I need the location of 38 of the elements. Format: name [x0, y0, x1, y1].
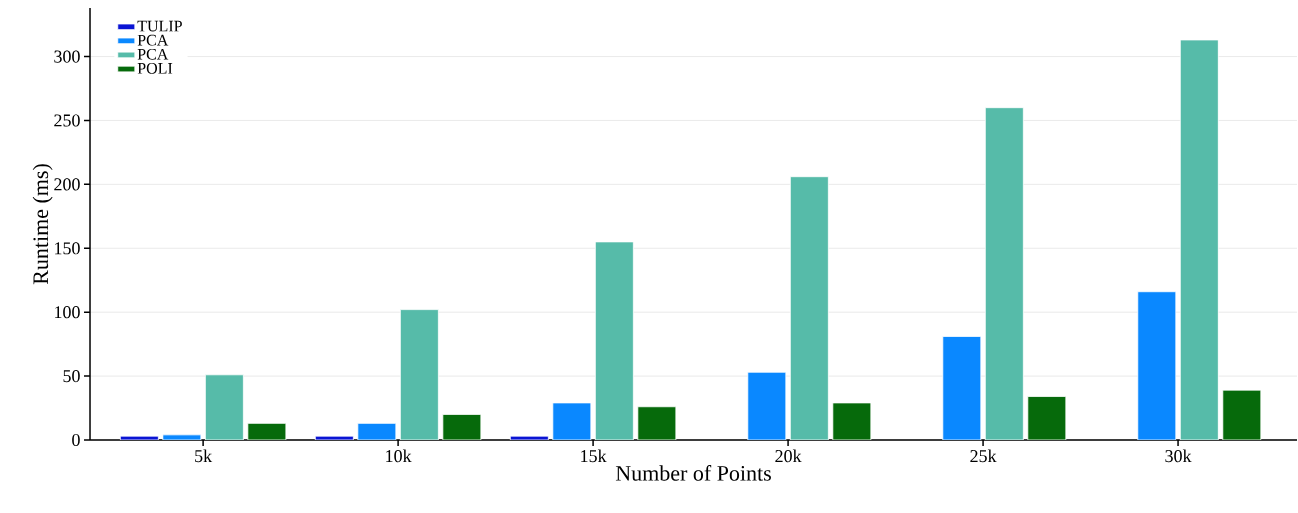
bar — [1222, 389, 1262, 440]
bar — [789, 176, 829, 440]
bar — [399, 309, 439, 440]
bar — [832, 402, 872, 440]
y-tick-label: 150 — [55, 242, 80, 255]
bar — [247, 422, 287, 440]
bar — [1137, 291, 1177, 440]
bar — [552, 402, 592, 440]
bar — [1027, 396, 1067, 440]
legend-label: TULIP — [137, 20, 182, 32]
bar — [747, 371, 787, 440]
y-tick-label: 100 — [55, 306, 80, 319]
bar — [637, 406, 677, 440]
x-tick-label: 20k — [775, 449, 802, 463]
x-tick-label: 15k — [581, 449, 607, 463]
x-axis-title: Number of Points — [615, 465, 771, 481]
y-tick-label: 250 — [54, 114, 80, 127]
y-tick-label: 50 — [63, 370, 80, 383]
bar — [1179, 39, 1219, 440]
y-axis-title: Runtime (ms) — [32, 164, 53, 285]
bar — [509, 435, 549, 440]
x-tick-label: 25k — [970, 449, 997, 463]
y-tick-label: 300 — [54, 50, 80, 63]
x-tick-label: 10k — [386, 449, 412, 463]
legend-label: PCA — [137, 34, 169, 46]
bar — [984, 107, 1024, 440]
x-tick-label: 5k — [195, 449, 213, 463]
bar — [204, 374, 244, 440]
bar — [314, 435, 354, 440]
bar — [942, 336, 982, 440]
legend-label: PCA — [137, 48, 169, 60]
y-tick-label: 200 — [54, 178, 80, 191]
bar — [442, 414, 482, 440]
x-tick-label: 30k — [1165, 449, 1192, 463]
y-tick-label: 0 — [72, 433, 80, 447]
bar — [119, 435, 159, 440]
bar — [594, 241, 634, 440]
legend-label: POLI — [137, 63, 173, 74]
